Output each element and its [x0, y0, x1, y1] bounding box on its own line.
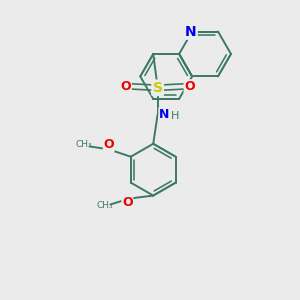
Text: O: O [184, 80, 195, 93]
Text: O: O [121, 80, 131, 93]
Text: O: O [122, 196, 133, 209]
Text: CH₃: CH₃ [97, 201, 114, 210]
Text: H: H [170, 111, 179, 121]
Text: CH₃: CH₃ [76, 140, 93, 149]
Text: O: O [103, 138, 114, 152]
Text: S: S [153, 81, 163, 95]
Text: N: N [185, 25, 197, 38]
Text: N: N [159, 108, 169, 121]
